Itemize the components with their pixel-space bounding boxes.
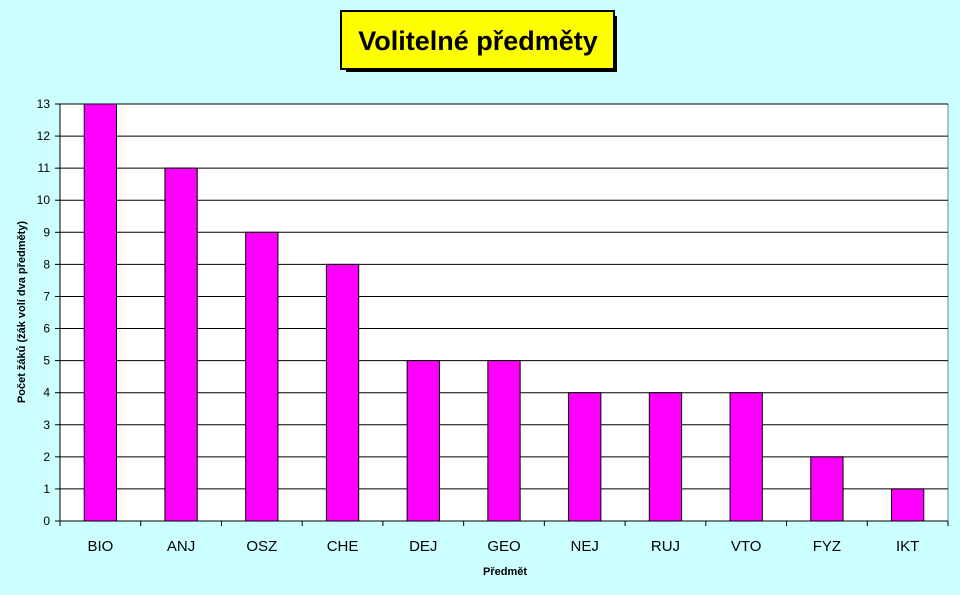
x-tick-label: VTO [731,538,762,555]
y-tick-label: 9 [43,225,50,239]
x-tick-label: FYZ [813,538,841,555]
title-background [340,10,615,70]
x-tick-label: GEO [487,538,520,555]
y-tick-label: 8 [43,257,50,271]
bar-ikt [890,488,925,522]
y-tick-label: 13 [37,97,51,111]
y-tick-label: 12 [37,129,51,143]
y-tick-label: 3 [43,418,50,432]
bar-geo [487,360,521,522]
y-tick-label: 2 [43,450,50,464]
bar-vto [729,392,763,522]
bar-che [325,263,360,522]
x-tick-label: CHE [327,538,359,555]
y-axis-title: Počet žáků (žák volí dva předměty) [16,221,28,404]
y-tick-label: 10 [37,193,51,207]
x-tick-label: OSZ [246,538,277,555]
y-tick-label: 5 [43,354,50,368]
bar-anj [164,167,198,522]
bar-osz [245,231,279,522]
chart-title: Volitelné předměty [358,26,598,56]
x-tick-label: IKT [896,538,919,555]
bar-bio [83,103,118,522]
x-tick-label: RUJ [651,538,680,555]
gridlines [60,103,948,490]
y-tick-label: 11 [38,161,51,175]
bar-fyz [810,456,844,522]
chart-title-box: Volitelné předměty [340,10,617,72]
bar-dej [406,360,440,522]
y-tick-label: 7 [43,289,50,303]
y-tick-label: 0 [43,514,50,528]
y-tick-label: 4 [43,386,50,400]
bar-ruj [648,392,683,522]
y-tick-label: 1 [43,482,50,496]
x-axis: BIO ANJ OSZ CHE DEJ GEO NEJ RUJ VTO FYZ IKT [59,520,949,555]
bar-nej [568,392,602,522]
x-tick-label: ANJ [167,538,195,555]
bars [83,103,925,522]
x-tick-label: NEJ [571,538,599,555]
y-tick-label: 6 [43,322,50,336]
x-tick-label: BIO [87,538,113,555]
x-axis-title: Předmět [483,566,527,578]
x-tick-label: DEJ [409,538,437,555]
